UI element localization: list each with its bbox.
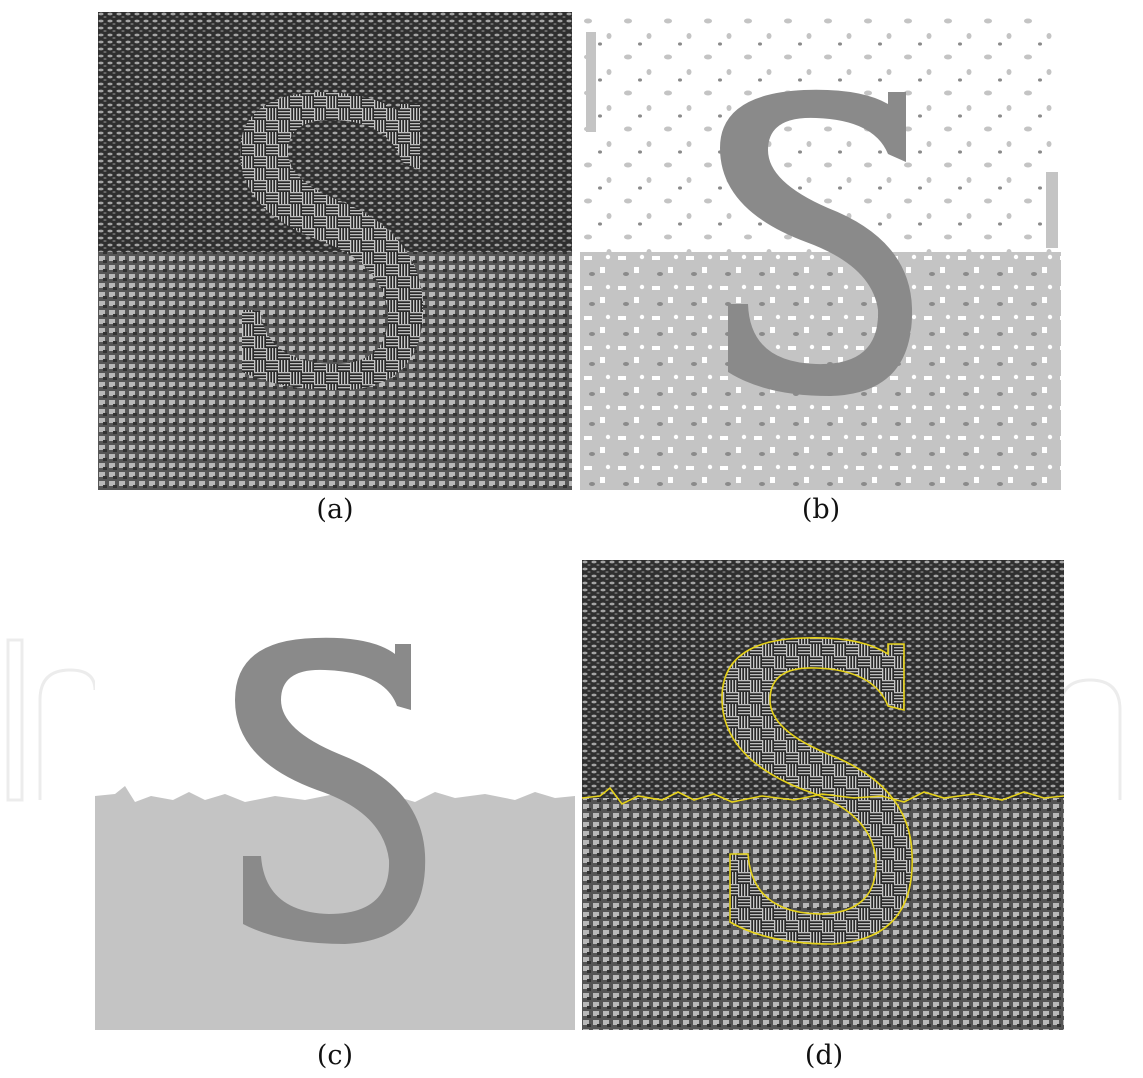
letter-s-region	[722, 637, 913, 944]
caption-d: (d)	[804, 1040, 844, 1071]
panel-a-textured-image	[98, 12, 572, 490]
letter-s-region	[240, 92, 424, 391]
region-boundary-horizontal	[582, 786, 1064, 806]
caption-a: (a)	[316, 494, 354, 525]
label-region-bottom	[95, 786, 575, 1030]
caption-b: (b)	[801, 494, 841, 525]
panel-c-clean-segmentation	[95, 560, 575, 1030]
caption-c: (c)	[316, 1040, 354, 1071]
letter-s-label	[720, 89, 913, 397]
letter-s-boundary	[721, 637, 913, 945]
letter-s-label	[235, 637, 426, 944]
panel-d-boundary-overlay	[582, 560, 1064, 1030]
panel-b-noisy-segmentation	[580, 12, 1061, 490]
